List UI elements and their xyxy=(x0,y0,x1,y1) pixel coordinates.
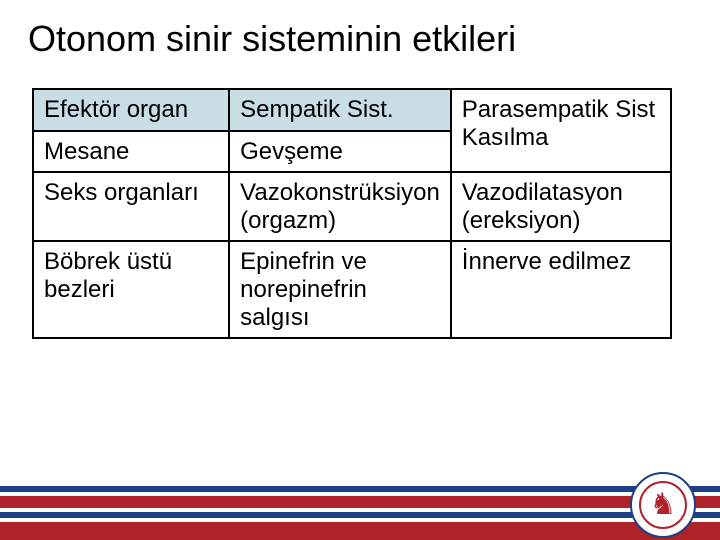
table-row: Seks organları Vazokonstrüksiyon (orgazm… xyxy=(33,172,671,241)
col-header-organ: Efektör organ xyxy=(33,89,229,131)
effects-table: Efektör organ Sempatik Sist. Parasempati… xyxy=(32,88,672,339)
cell-symp: Epinefrin ve norepinefrin salgısı xyxy=(229,241,451,338)
cell-para: İnnerve edilmez xyxy=(451,241,671,338)
logo-inner-ring: ♞ xyxy=(639,481,687,529)
cell-mesane-para: Kasılma xyxy=(462,124,549,151)
cell-symp: Vazokonstrüksiyon (orgazm) xyxy=(229,172,451,241)
cell-organ: Böbrek üstü bezleri xyxy=(33,241,229,338)
col-header-parasympathetic-merged: Parasempatik Sist Kasılma xyxy=(451,89,671,172)
slide-title: Otonom sinir sisteminin etkileri xyxy=(28,18,692,60)
table-header-row: Efektör organ Sempatik Sist. Parasempati… xyxy=(33,89,671,131)
slide: Otonom sinir sisteminin etkileri Efektör… xyxy=(0,0,720,540)
logo-emblem-icon: ♞ xyxy=(650,490,677,520)
col-header-parasympathetic: Parasempatik Sist xyxy=(462,96,655,123)
university-logo: ♞ xyxy=(630,472,696,538)
cell-organ: Seks organları xyxy=(33,172,229,241)
col-header-sympathetic: Sempatik Sist. xyxy=(229,89,451,131)
cell-para: Vazodilatasyon (ereksiyon) xyxy=(451,172,671,241)
footer: ♞ xyxy=(0,486,720,540)
cell-organ: Mesane xyxy=(33,131,229,173)
cell-symp: Gevşeme xyxy=(229,131,451,173)
footer-stripe xyxy=(0,522,720,540)
table-row: Böbrek üstü bezleri Epinefrin ve norepin… xyxy=(33,241,671,338)
footer-stripe xyxy=(0,496,720,508)
